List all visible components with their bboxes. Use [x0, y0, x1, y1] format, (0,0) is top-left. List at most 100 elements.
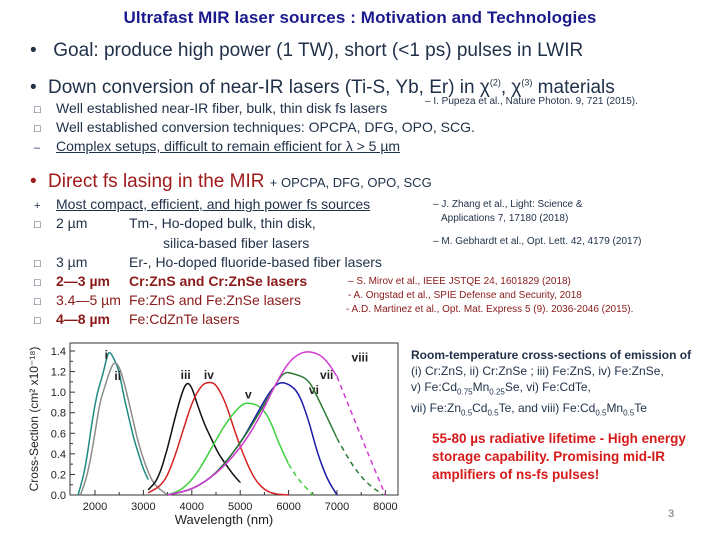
- reference-martinez: - A.D. Martinez et al., Opt. Mat. Expres…: [346, 304, 634, 315]
- square-bullet-icon: □: [34, 296, 41, 308]
- sub-item-2um: □ 2 µm Tm-, Ho-doped bulk, thin disk,: [34, 215, 316, 231]
- curve-vii-extrapolated: [336, 438, 384, 496]
- reference-gebhardt: – M. Gebhardt et al., Opt. Lett. 42, 417…: [433, 236, 642, 247]
- y-tick-label: 1.4: [51, 346, 66, 358]
- square-bullet-icon: □: [34, 123, 41, 135]
- chi-order-3: (3): [521, 77, 533, 88]
- item-text: Well established conversion techniques: …: [56, 119, 475, 135]
- sub-item-conversion-techniques: □ Well established conversion techniques:…: [34, 119, 475, 135]
- bullet-direct-lasing: • Direct fs lasing in the MIR + OPCPA, DF…: [30, 171, 432, 193]
- item-text: Fe:ZnS and Fe:ZnSe lasers: [129, 292, 301, 308]
- cross-section-chart: 2000 3000 4000 5000 6000 7000 8000 0.0 0.2 0.4 0.6…: [27, 342, 399, 527]
- curve-viii: [167, 351, 338, 496]
- square-bullet-icon: □: [34, 315, 41, 327]
- sub-item-complex-setups: – Complex setups, difficult to remain eff…: [34, 138, 400, 154]
- page-number: 3: [668, 508, 675, 520]
- wavelength-range: 4—8 µm: [56, 311, 110, 327]
- reference-zhang-cont: Applications 7, 17180 (2018): [441, 213, 569, 224]
- down-conversion-text-end: materials: [532, 77, 615, 98]
- caption-text: Cd: [472, 401, 488, 416]
- direct-lasing-text: Direct fs lasing in the MIR: [48, 171, 265, 192]
- reference-pupeza: – I. Pupeza et al., Nature Photon. 9, 72…: [425, 96, 638, 107]
- sub-item-3-4-5um: □ 3.4—5 µm Fe:ZnS and Fe:ZnSe lasers: [34, 292, 301, 308]
- item-text: Most compact, efficient, and high power …: [56, 196, 371, 212]
- curve-iv: [147, 381, 289, 496]
- sub-item-4-8um: □ 4—8 µm Fe:CdZnTe lasers: [34, 311, 239, 327]
- caption-line-4: vii) Fe:Zn0.5Cd0.5Te, and viii) Fe:Cd0.5…: [411, 400, 716, 421]
- x-tick-label: 2000: [83, 501, 107, 513]
- wavelength-range: 3 µm: [56, 254, 88, 270]
- caption-text: Se, vi) Fe:CdTe,: [504, 380, 591, 394]
- y-axis-label: Cross-Section (cm² x10⁻¹⁸): [27, 347, 41, 492]
- subscript: 0.75: [457, 387, 473, 397]
- goal-text: Goal: produce high power (1 TW), short (…: [53, 40, 584, 61]
- square-bullet-icon: □: [34, 219, 41, 231]
- caption-text: v) Fe:Cd: [411, 380, 458, 394]
- curve-i: [77, 351, 149, 496]
- square-bullet-icon: □: [34, 277, 41, 289]
- curve-label-ii: ii: [114, 369, 121, 383]
- x-tick-label: 5000: [228, 501, 252, 513]
- y-tick-label: 0.4: [51, 449, 66, 461]
- curve-label-vii: vii: [320, 368, 333, 382]
- wavelength-range: 3.4—5 µm: [56, 292, 121, 308]
- caption-heading: Room-temperature cross-sections of emiss…: [411, 348, 692, 362]
- reference-ongstad: - A. Ongstad et al., SPIE Defense and Se…: [348, 290, 582, 301]
- reference-mirov: – S. Mirov et al., IEEE JSTQE 24, 160182…: [348, 276, 571, 287]
- caption-text: Mn: [472, 380, 490, 394]
- separator: ,: [500, 77, 512, 98]
- highlight-lifetime-note: 55-80 µs radiative lifetime - High energ…: [432, 431, 686, 482]
- item-text: Fe:CdZnTe lasers: [129, 311, 240, 327]
- bullet-dot: •: [30, 171, 37, 192]
- subscript: 0.25: [489, 387, 505, 397]
- curve-viii-extrapolated: [336, 376, 387, 496]
- wavelength-range: 2 µm: [56, 215, 88, 231]
- item-text: Complex setups, difficult to remain effi…: [56, 138, 401, 154]
- y-tick-label: 0.6: [51, 428, 66, 440]
- x-tick-label: 4000: [180, 501, 204, 513]
- wavelength-range: 2—3 µm: [56, 273, 110, 289]
- sub-item-2um-continued: silica-based fiber lasers: [163, 235, 310, 251]
- y-tick-label: 1.2: [51, 367, 66, 379]
- square-bullet-icon: □: [34, 258, 41, 270]
- bullet-goal: • Goal: produce high power (1 TW), short…: [30, 40, 583, 62]
- curve-label-iv: iv: [204, 368, 214, 382]
- reference-zhang: – J. Zhang et al., Light: Science &: [433, 199, 583, 210]
- chart-frame: [69, 342, 399, 496]
- x-tick-label: 7000: [325, 501, 349, 513]
- item-text: Well established near-IR fiber, bulk, th…: [56, 100, 388, 116]
- curve-v-extrapolated: [287, 463, 314, 496]
- caption-text: Te: [634, 401, 647, 416]
- plus-bullet-icon: +: [34, 200, 41, 212]
- chart-caption: Room-temperature cross-sections of emiss…: [411, 347, 716, 422]
- sub-item-3um: □ 3 µm Er-, Ho-doped fluoride-based fiber …: [34, 254, 382, 270]
- curve-v: [167, 402, 290, 496]
- curve-label-iii: iii: [181, 368, 191, 382]
- y-tick-label: 0.0: [51, 490, 66, 502]
- y-tick-label: 0.8: [51, 408, 66, 420]
- caption-text: Mn: [606, 401, 624, 416]
- subscript: 0.5: [461, 408, 473, 418]
- caption-line-2: (i) Cr:ZnS, ii) Cr:ZnSe ; iii) Fe:ZnS, i…: [411, 364, 664, 378]
- x-axis-label: Wavelength (nm): [175, 512, 274, 527]
- subscript: 0.5: [595, 408, 607, 418]
- direct-lasing-suffix: + OPCPA, DFG, OPO, SCG: [269, 175, 432, 190]
- sub-item-2-3um: □ 2—3 µm Cr:ZnS and Cr:ZnSe lasers: [34, 273, 307, 289]
- curve-label-i: i: [105, 348, 108, 362]
- item-text: Er-, Ho-doped fluoride-based fiber laser…: [129, 254, 382, 270]
- bullet-dot: •: [30, 77, 37, 98]
- x-tick-label: 6000: [276, 501, 300, 513]
- curve-iii: [147, 382, 241, 491]
- chi-symbol: χ: [479, 77, 490, 98]
- caption-text: Te, and viii) Fe:Cd: [498, 401, 596, 416]
- caption-line-3: v) Fe:Cd0.75Mn0.25Se, vi) Fe:CdTe,: [411, 379, 716, 400]
- chi-symbol: χ: [511, 77, 522, 98]
- bullet-down-conversion: • Down conversion of near-IR lasers (Ti-S…: [30, 77, 615, 99]
- curve-ii: [79, 362, 169, 496]
- chi-order-2: (2): [489, 77, 501, 88]
- subscript: 0.5: [487, 408, 499, 418]
- item-text: Cr:ZnS and Cr:ZnSe lasers: [129, 273, 308, 289]
- caption-text: vii) Fe:Zn: [411, 401, 462, 416]
- square-bullet-icon: □: [34, 104, 41, 116]
- sub-item-near-ir-lasers: □ Well established near-IR fiber, bulk, t…: [34, 100, 387, 116]
